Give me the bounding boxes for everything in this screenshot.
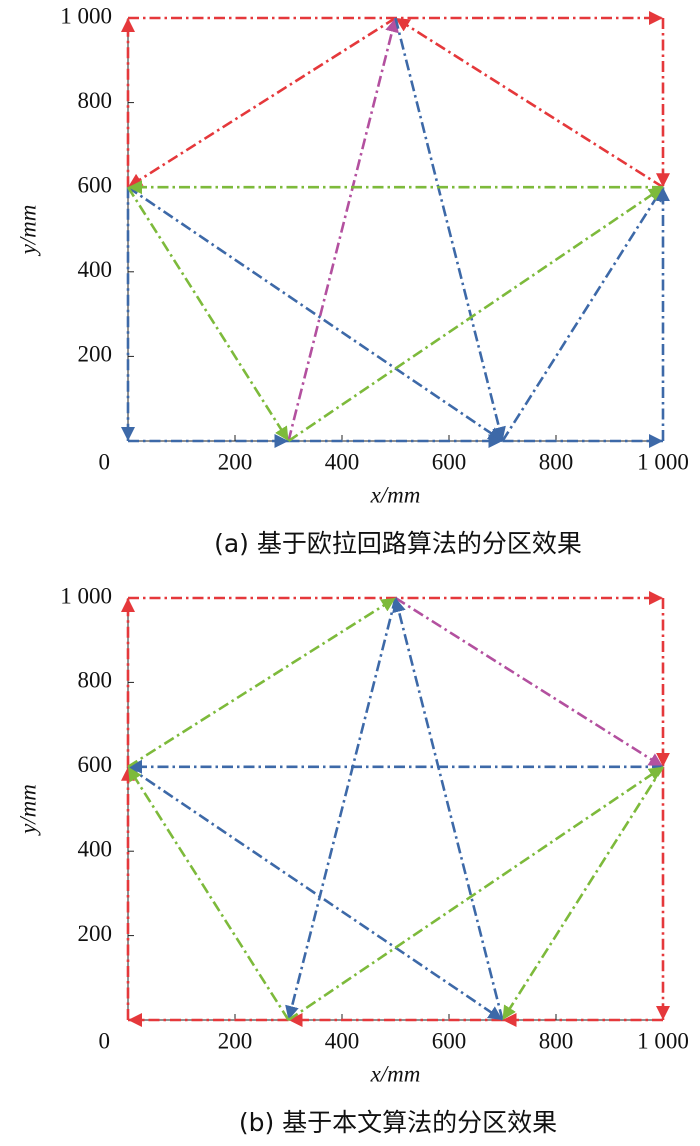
path-segment <box>127 16 397 189</box>
path-segment <box>127 765 504 1022</box>
x-tick-label: 600 <box>432 1028 467 1053</box>
x-tick-label: 400 <box>325 1028 360 1053</box>
y-axis-label: y/mm <box>15 205 40 257</box>
y-tick-label: 400 <box>78 836 113 861</box>
y-tick-label: 200 <box>78 342 113 367</box>
y-tick-label: 400 <box>78 257 113 282</box>
y-axis-label: y/mm <box>15 784 40 836</box>
x-tick-label: 0 <box>99 1028 111 1053</box>
path-segment <box>126 186 290 442</box>
x-tick-label: 800 <box>539 1028 574 1053</box>
x-tick-label: 600 <box>432 449 467 474</box>
path-segment <box>285 597 397 1021</box>
caption: (b) 基于本文算法的分区效果 <box>239 1108 557 1137</box>
y-tick-label: 200 <box>78 921 113 946</box>
path-segment <box>287 765 664 1022</box>
y-tick-label: 800 <box>78 88 113 113</box>
x-tick-label: 800 <box>539 449 574 474</box>
path-segment <box>394 16 664 189</box>
path-segment <box>126 766 290 1021</box>
x-axis-label: x/mm <box>370 1061 421 1086</box>
y-tick-label: 600 <box>78 752 113 777</box>
y-tick-label: 800 <box>78 668 113 693</box>
path-segment <box>392 597 504 1021</box>
path-segment <box>287 186 664 443</box>
path-segment <box>287 17 399 442</box>
caption: (a) 基于欧拉回路算法的分区效果 <box>214 529 582 558</box>
x-tick-label: 200 <box>218 1028 253 1053</box>
path-segment <box>394 17 506 442</box>
x-tick-label: 400 <box>325 449 360 474</box>
x-axis-label: x/mm <box>370 482 421 507</box>
x-tick-label: 0 <box>99 449 111 474</box>
x-tick-label: 200 <box>218 449 253 474</box>
y-tick-label: 1 000 <box>60 583 112 608</box>
path-segment <box>127 596 397 768</box>
path-segment <box>501 766 665 1021</box>
path-segment <box>127 186 504 443</box>
path-segment <box>501 186 665 442</box>
y-tick-label: 600 <box>78 172 113 197</box>
y-tick-label: 1 000 <box>60 3 112 28</box>
x-tick-label: 1 000 <box>637 1028 689 1053</box>
x-tick-label: 1 000 <box>637 449 689 474</box>
path-segment <box>394 596 664 768</box>
